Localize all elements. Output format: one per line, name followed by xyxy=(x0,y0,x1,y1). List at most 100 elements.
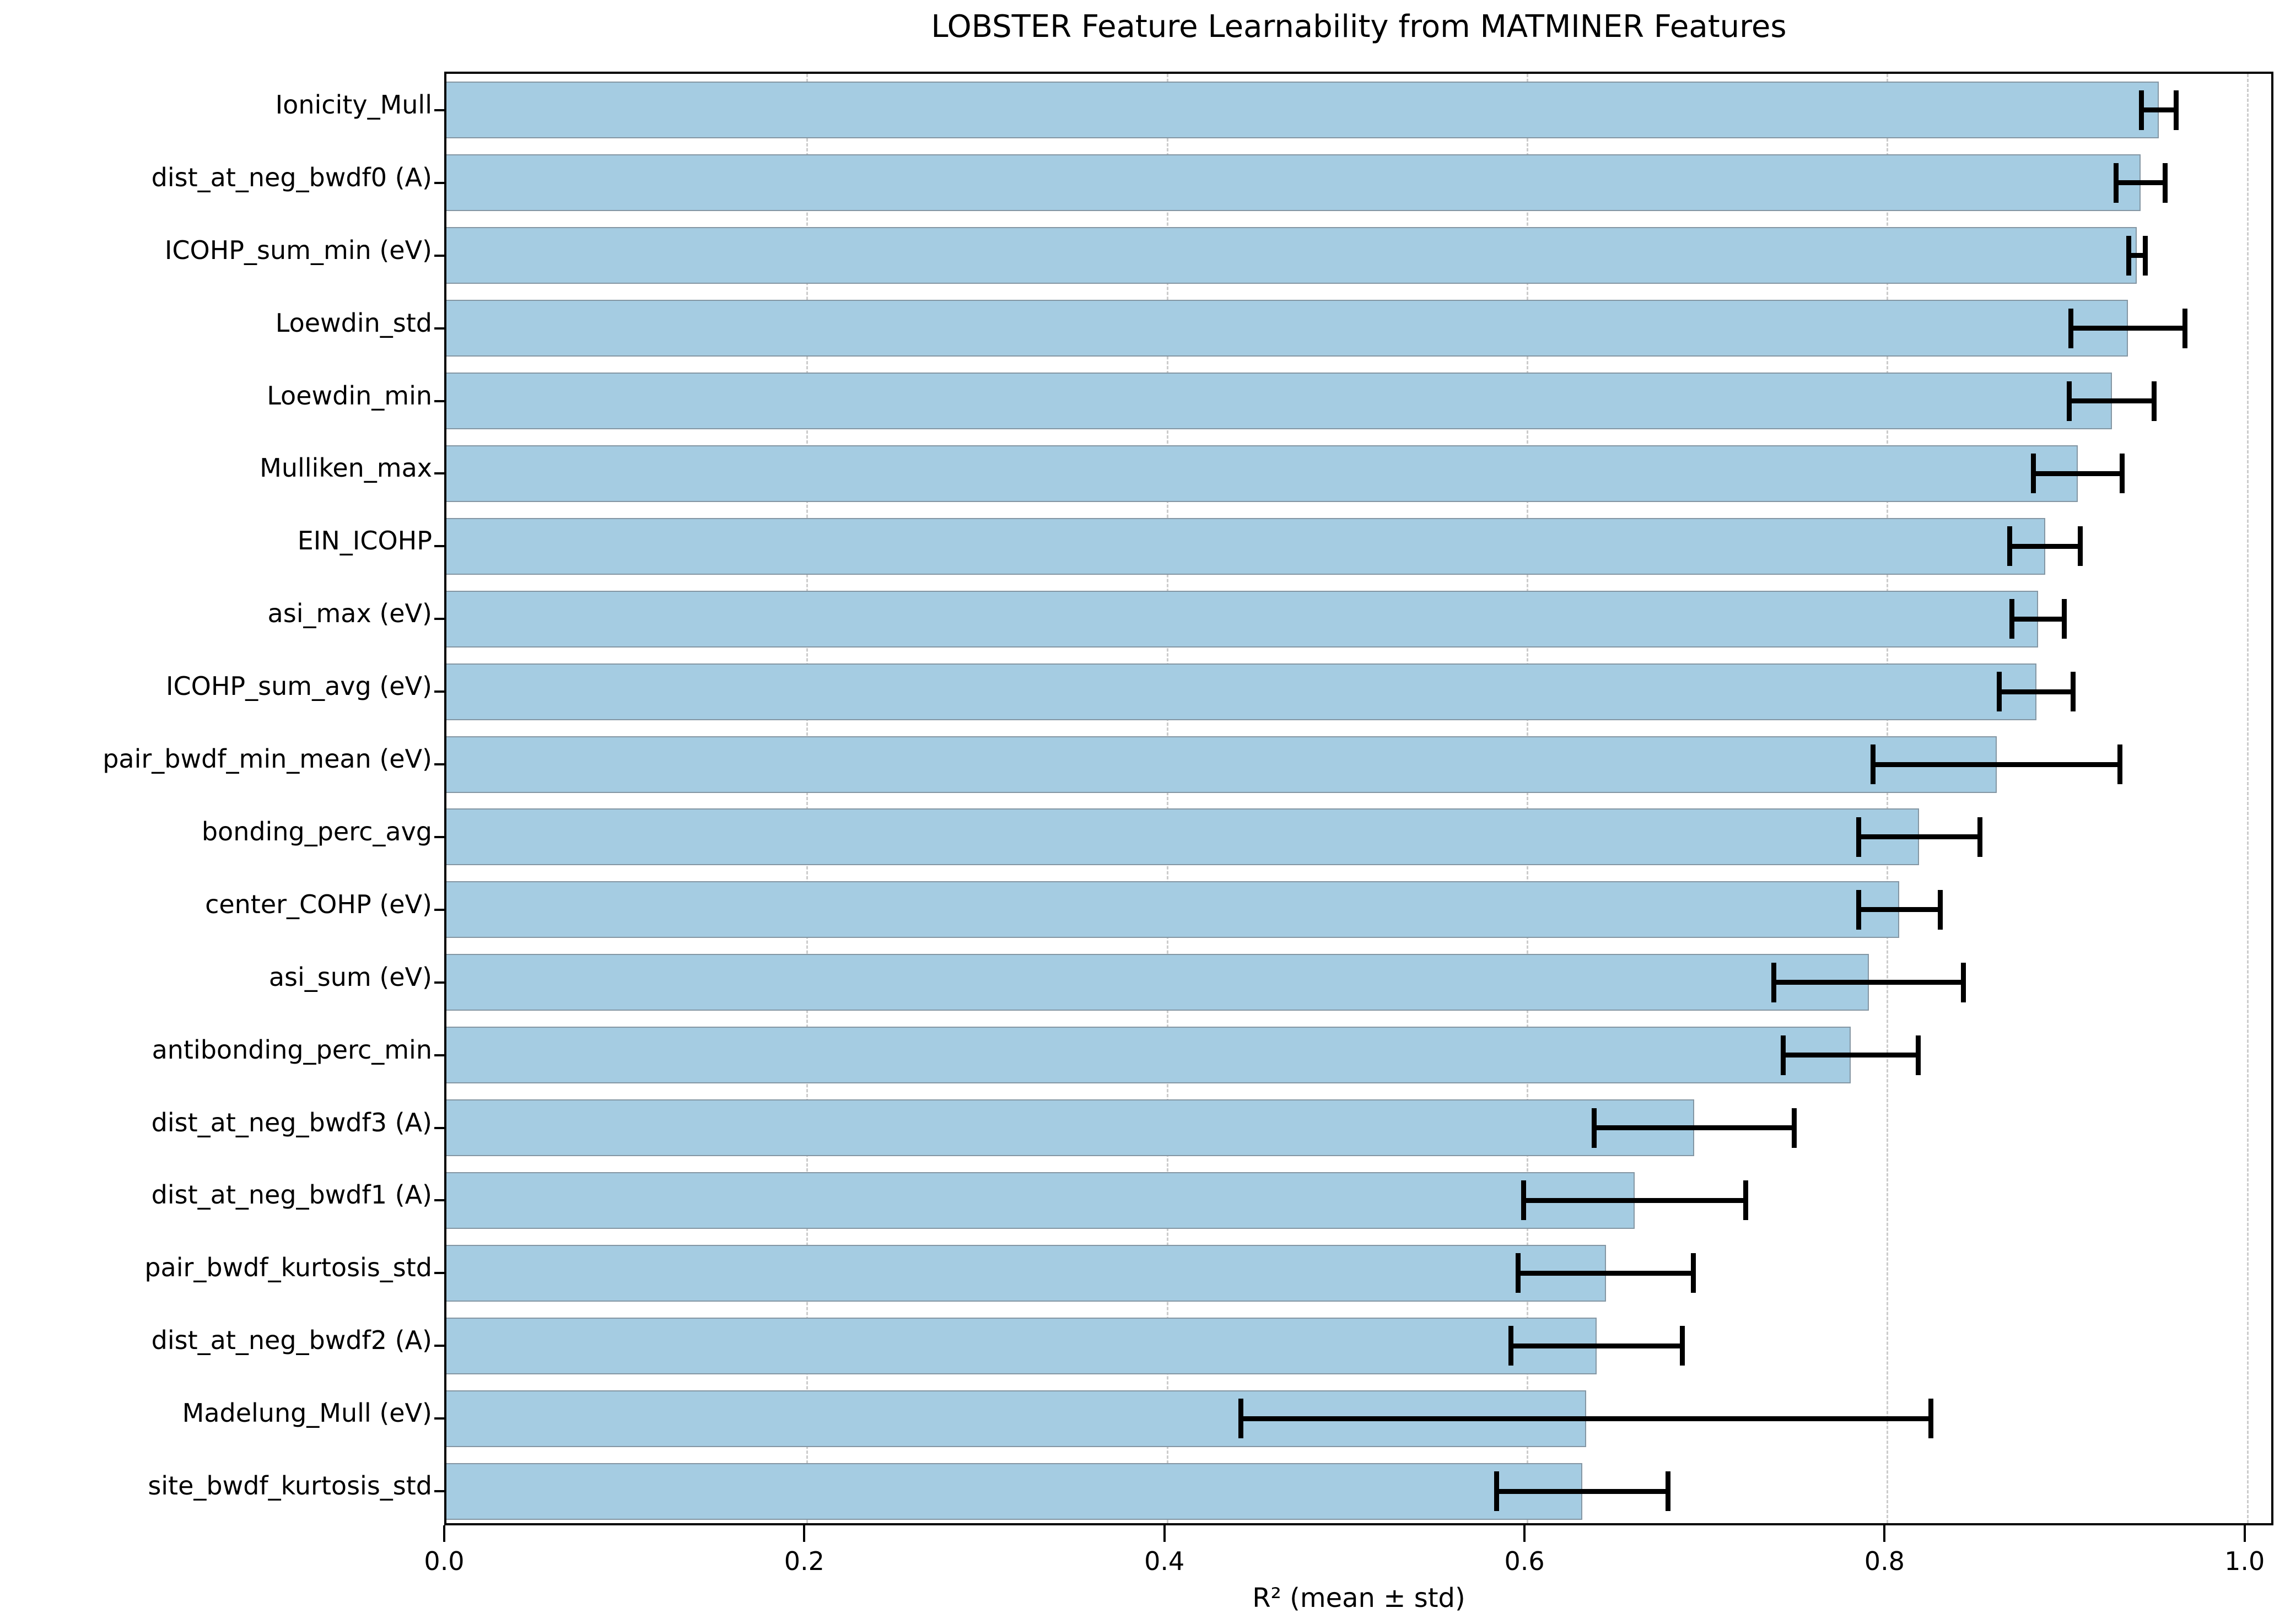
y-tick xyxy=(434,1199,444,1202)
y-tick-label: Loewdin_std xyxy=(275,307,432,338)
error-bar-dist_at_neg_bwdf1 (A) xyxy=(1521,1180,1748,1221)
error-bar-site_bwdf_kurtosis_std xyxy=(1494,1471,1671,1512)
error-bar-antibonding_perc_min xyxy=(1780,1035,1921,1075)
error-bar-Ionicity_Mull xyxy=(2138,90,2179,130)
y-tick xyxy=(434,400,444,402)
error-bar-asi_max (eV) xyxy=(2009,599,2067,639)
chart-row xyxy=(434,1455,2271,1528)
chart-row xyxy=(434,1092,2271,1164)
y-tick-label: dist_at_neg_bwdf0 (A) xyxy=(151,162,432,192)
y-tick xyxy=(434,981,444,984)
bar-site_bwdf_kurtosis_std xyxy=(446,1463,1583,1520)
bar-dist_at_neg_bwdf1 (A) xyxy=(446,1172,1635,1229)
error-bar-dist_at_neg_bwdf3 (A) xyxy=(1591,1108,1797,1148)
bar-asi_sum (eV) xyxy=(446,954,1869,1011)
error-bar-center_COHP (eV) xyxy=(1856,889,1943,930)
y-tick-label: site_bwdf_kurtosis_std xyxy=(148,1471,432,1501)
x-tick xyxy=(2243,1525,2246,1542)
y-tick xyxy=(434,908,444,911)
bar-bonding_perc_avg xyxy=(446,808,1920,866)
bar-ICOHP_sum_min (eV) xyxy=(446,227,2137,284)
bar-center_COHP (eV) xyxy=(446,881,1900,938)
y-tick-label: asi_max (eV) xyxy=(267,598,432,629)
error-bar-pair_bwdf_min_mean (eV) xyxy=(1870,744,2123,785)
bar-dist_at_neg_bwdf3 (A) xyxy=(446,1099,1694,1157)
bar-Loewdin_std xyxy=(446,300,2128,357)
gridline-x-0.8 xyxy=(1887,74,1889,1523)
x-tick-label: 0.0 xyxy=(424,1546,465,1576)
chart-row xyxy=(434,219,2271,292)
y-tick-label: Loewdin_min xyxy=(267,380,432,411)
chart-row xyxy=(434,292,2271,365)
y-tick xyxy=(434,835,444,838)
y-tick xyxy=(434,109,444,111)
y-tick xyxy=(434,327,444,330)
error-bar-asi_sum (eV) xyxy=(1771,962,1966,1002)
chart-row xyxy=(434,1382,2271,1455)
bar-ICOHP_sum_avg (eV) xyxy=(446,663,2036,720)
chart-row xyxy=(434,1019,2271,1092)
chart-row xyxy=(434,365,2271,438)
chart-row xyxy=(434,582,2271,655)
chart-row xyxy=(434,1237,2271,1309)
x-tick-label: 0.4 xyxy=(1144,1546,1185,1576)
y-tick xyxy=(434,545,444,548)
x-tick-label: 0.6 xyxy=(1504,1546,1545,1576)
error-bar-EIN_ICOHP xyxy=(2007,526,2083,566)
y-tick-label: asi_sum (eV) xyxy=(268,962,432,992)
y-tick xyxy=(434,1272,444,1275)
x-tick xyxy=(803,1525,806,1542)
y-tick xyxy=(434,1126,444,1129)
y-tick xyxy=(434,1490,444,1493)
plot-area xyxy=(434,72,2273,1528)
y-tick-label: dist_at_neg_bwdf3 (A) xyxy=(151,1107,432,1137)
y-tick-label: center_COHP (eV) xyxy=(205,889,432,919)
error-bar-ICOHP_sum_avg (eV) xyxy=(1996,672,2076,712)
bar-Ionicity_Mull xyxy=(446,82,2159,139)
y-tick xyxy=(434,1345,444,1347)
x-tick-label: 1.0 xyxy=(2224,1546,2265,1576)
y-tick xyxy=(434,472,444,475)
y-tick-label: antibonding_perc_min xyxy=(152,1034,432,1065)
error-bar-Madelung_Mull (eV) xyxy=(1238,1399,1934,1439)
chart-row xyxy=(434,438,2271,510)
bar-pair_bwdf_kurtosis_std xyxy=(446,1244,1606,1302)
y-tick xyxy=(434,1054,444,1056)
x-tick xyxy=(1163,1525,1166,1542)
y-tick-label: ICOHP_sum_avg (eV) xyxy=(165,671,432,702)
y-tick-label: pair_bwdf_min_mean (eV) xyxy=(103,744,432,774)
gridline-x-0.2 xyxy=(806,74,809,1523)
error-bar-Mulliken_max xyxy=(2030,454,2125,494)
chart-row xyxy=(434,74,2271,147)
chart-row xyxy=(434,946,2271,1019)
error-bar-dist_at_neg_bwdf2 (A) xyxy=(1508,1326,1685,1366)
y-tick-label: pair_bwdf_kurtosis_std xyxy=(144,1253,432,1283)
chart-row xyxy=(434,873,2271,946)
chart-row xyxy=(434,147,2271,219)
error-bar-bonding_perc_avg xyxy=(1856,817,1982,857)
chart-row xyxy=(434,1164,2271,1237)
y-tick-label: Ionicity_Mull xyxy=(275,89,432,120)
x-tick xyxy=(1883,1525,1886,1542)
y-tick xyxy=(434,618,444,621)
chart-title: LOBSTER Feature Learnability from MATMIN… xyxy=(931,9,1787,45)
error-bar-Loewdin_min xyxy=(2067,381,2157,421)
bar-dist_at_neg_bwdf2 (A) xyxy=(446,1317,1597,1374)
chart-row xyxy=(434,655,2271,728)
y-tick-label: dist_at_neg_bwdf2 (A) xyxy=(151,1325,432,1356)
x-tick-label: 0.8 xyxy=(1864,1546,1905,1576)
bar-asi_max (eV) xyxy=(446,590,2038,648)
gridline-x-0.4 xyxy=(1166,74,1168,1523)
error-bar-pair_bwdf_kurtosis_std xyxy=(1516,1253,1696,1293)
error-bar-dist_at_neg_bwdf0 (A) xyxy=(2113,163,2168,203)
y-tick xyxy=(434,690,444,693)
y-tick xyxy=(434,763,444,766)
y-tick-label: Madelung_Mull (eV) xyxy=(182,1398,432,1428)
chart-row xyxy=(434,728,2271,801)
y-tick-label: dist_at_neg_bwdf1 (A) xyxy=(151,1180,432,1210)
x-tick xyxy=(443,1525,445,1542)
chart-row xyxy=(434,801,2271,873)
y-tick-label: ICOHP_sum_min (eV) xyxy=(164,235,432,265)
bar-EIN_ICOHP xyxy=(446,517,2045,575)
y-tick-label: Mulliken_max xyxy=(260,453,432,483)
